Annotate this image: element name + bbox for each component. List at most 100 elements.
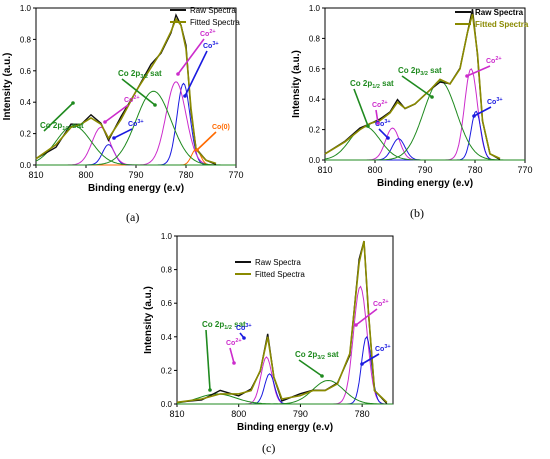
annotation-arrow: [177, 38, 205, 75]
y-tick-label: 0.8: [20, 35, 32, 44]
annotation-arrow: [184, 50, 208, 97]
x-tick-label: 780: [178, 170, 193, 180]
component-peak-sat: [325, 80, 525, 161]
y-axis-label: Intensity (a.u.): [2, 53, 13, 121]
caption-a: (a): [126, 210, 140, 224]
annotation-arrowhead: [103, 120, 107, 124]
y-tick-label: 0.6: [309, 65, 321, 74]
x-tick-label: 800: [78, 170, 93, 180]
annotation-label: Co2+: [200, 29, 216, 38]
annotation-arrow: [361, 353, 380, 365]
y-tick-label: 0.2: [309, 126, 321, 135]
annotation-arrowhead: [354, 323, 358, 327]
annotation-arrowhead: [208, 388, 212, 392]
annotation-arrowhead: [465, 74, 469, 78]
y-tick-label: 0.0: [20, 161, 32, 170]
y-axis-label: Intensity (a.u.): [291, 50, 302, 118]
annotation-arrowhead: [366, 124, 370, 128]
annotation-label: Co3+: [375, 344, 391, 353]
annotation-label: Co3+: [203, 41, 219, 50]
y-tick-label: 0.6: [20, 67, 32, 76]
y-tick-label: 1.0: [161, 232, 173, 241]
x-tick-label: 810: [317, 165, 332, 175]
annotation-arrowhead: [112, 136, 116, 140]
annotation-arrowhead: [320, 374, 324, 378]
annotation-label: Co2+: [226, 338, 242, 347]
annotation-arrow: [205, 329, 211, 391]
x-tick-label: 800: [367, 165, 382, 175]
y-tick-label: 0.4: [20, 98, 32, 107]
x-axis-label: Binding energy (e.v): [377, 178, 473, 189]
annotation-label: Co2+: [373, 299, 389, 308]
annotation-arrow: [113, 128, 133, 139]
annotation-arrow: [43, 102, 74, 132]
fitted-spectra-line: [324, 13, 501, 160]
legend-entry: Fitted Spectra: [255, 270, 305, 279]
x-tick-label: 790: [417, 165, 432, 175]
y-tick-label: 0.8: [309, 34, 321, 43]
chart-panel-b: 810 800 790 780 770 0.0 0.2 0.4 0.6 0.8 1.0 Binding…: [291, 4, 533, 189]
annotation-arrow: [375, 109, 379, 124]
x-tick-label: 770: [517, 165, 532, 175]
fitted-spectra-line: [176, 240, 388, 404]
annotation-arrow: [401, 75, 433, 98]
annotation-arrowhead: [176, 72, 180, 76]
caption-b: (b): [410, 206, 424, 220]
x-tick-label: 810: [169, 409, 184, 419]
fitted-spectra-line: [35, 17, 217, 165]
x-axis-label: Binding energy (e.v): [237, 422, 333, 433]
annotation-arrow: [466, 65, 491, 77]
annotation-label: Co 2p3/2 sat: [118, 69, 162, 80]
caption-c: (c): [262, 441, 276, 455]
annotation-arrowhead: [376, 121, 380, 125]
component-peak-co3: [325, 110, 525, 161]
annotation-arrow: [104, 104, 129, 123]
legend-entry: Fitted Spectra: [190, 18, 240, 27]
annotation-arrowhead: [232, 361, 236, 365]
annotation-arrowhead: [183, 94, 187, 98]
annotation-arrowhead: [430, 95, 434, 99]
annotation-label: Co 2p3/2 sat: [295, 350, 339, 361]
annotation-arrow: [229, 347, 235, 364]
y-tick-label: 1.0: [309, 4, 321, 13]
x-tick-label: 780: [355, 409, 370, 419]
y-axis-label: Intensity (a.u.): [143, 286, 154, 354]
legend-entry: Raw Spectra: [190, 6, 236, 15]
annotation-label: Co3+: [236, 323, 252, 332]
annotation-arrowhead: [153, 103, 157, 107]
annotation-label: Co2+: [124, 95, 140, 104]
x-tick-label: 800: [231, 409, 246, 419]
component-peak-sat: [36, 90, 236, 166]
annotation-label: Co3+: [128, 119, 144, 128]
y-tick-label: 0.4: [161, 333, 173, 342]
component-peak-co0: [36, 148, 236, 166]
y-tick-label: 0.8: [161, 266, 173, 275]
legend-entry: Raw Spectra: [255, 258, 301, 267]
annotation-arrowhead: [386, 136, 390, 140]
x-tick-label: 790: [293, 409, 308, 419]
y-tick-label: 0.2: [161, 366, 173, 375]
annotation-arrow: [355, 308, 378, 326]
annotation-label: Co 2p3/2 sat: [398, 66, 442, 77]
annotation-label: Co(0): [212, 124, 230, 131]
annotation-label: Co2+: [486, 56, 502, 65]
annotation-label: Co2+: [372, 100, 388, 109]
annotation-arrow: [121, 78, 156, 106]
x-tick-label: 770: [228, 170, 243, 180]
y-tick-label: 0.0: [161, 400, 173, 409]
y-tick-label: 0.6: [161, 299, 173, 308]
annotation-arrow: [353, 88, 369, 127]
annotation-label: Co 2p1/2 sat: [40, 121, 84, 132]
annotation-label: Co3+: [375, 119, 391, 128]
x-tick-label: 810: [28, 170, 43, 180]
annotation-arrow: [298, 359, 323, 377]
annotation-label: Co 2p1/2 sat: [202, 320, 246, 331]
component-peak-sat: [177, 379, 393, 405]
annotation-arrowhead: [472, 114, 476, 118]
annotation-label: Co3+: [487, 97, 503, 106]
component-peak-co3: [36, 144, 236, 166]
annotation-arrowhead: [360, 362, 364, 366]
annotation-arrow: [378, 128, 389, 139]
annotation-arrow: [473, 106, 492, 117]
